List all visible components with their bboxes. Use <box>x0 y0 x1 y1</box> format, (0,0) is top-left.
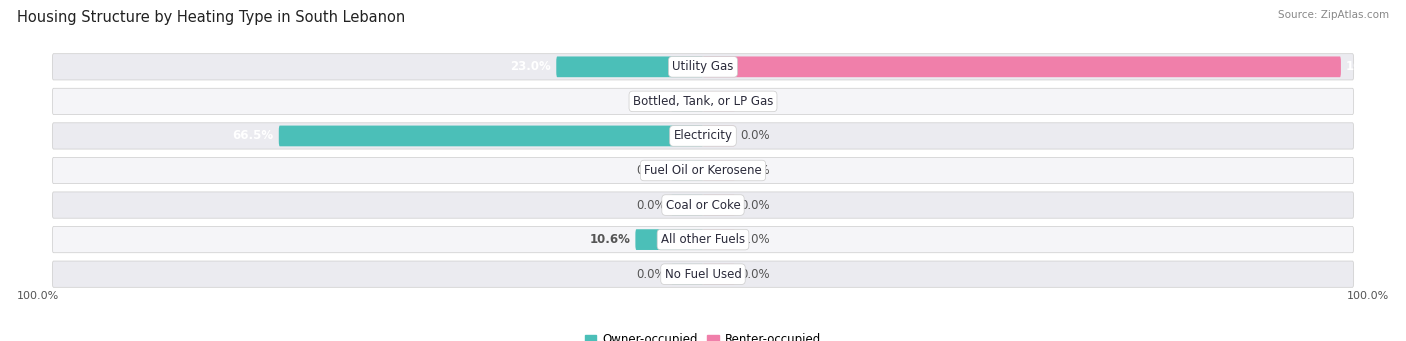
FancyBboxPatch shape <box>703 264 735 284</box>
FancyBboxPatch shape <box>671 91 703 112</box>
FancyBboxPatch shape <box>636 229 703 250</box>
Text: 0.0%: 0.0% <box>637 268 666 281</box>
Text: No Fuel Used: No Fuel Used <box>665 268 741 281</box>
FancyBboxPatch shape <box>52 123 1354 149</box>
Text: 0.0%: 0.0% <box>740 233 769 246</box>
FancyBboxPatch shape <box>52 88 1354 115</box>
Text: 23.0%: 23.0% <box>510 60 551 73</box>
Text: Bottled, Tank, or LP Gas: Bottled, Tank, or LP Gas <box>633 95 773 108</box>
FancyBboxPatch shape <box>52 226 1354 253</box>
FancyBboxPatch shape <box>52 157 1354 184</box>
Text: 0.0%: 0.0% <box>740 198 769 211</box>
Text: Housing Structure by Heating Type in South Lebanon: Housing Structure by Heating Type in Sou… <box>17 10 405 25</box>
FancyBboxPatch shape <box>703 91 735 112</box>
Text: 0.0%: 0.0% <box>740 268 769 281</box>
FancyBboxPatch shape <box>52 192 1354 218</box>
Text: 66.5%: 66.5% <box>232 130 274 143</box>
Text: 0.0%: 0.0% <box>740 130 769 143</box>
Text: 100.0%: 100.0% <box>17 291 59 300</box>
FancyBboxPatch shape <box>703 125 735 146</box>
Text: 0.0%: 0.0% <box>637 198 666 211</box>
FancyBboxPatch shape <box>703 57 1341 77</box>
Legend: Owner-occupied, Renter-occupied: Owner-occupied, Renter-occupied <box>579 329 827 341</box>
Text: 0.0%: 0.0% <box>740 164 769 177</box>
Text: 0.0%: 0.0% <box>740 95 769 108</box>
FancyBboxPatch shape <box>557 57 703 77</box>
FancyBboxPatch shape <box>703 195 735 216</box>
Text: Electricity: Electricity <box>673 130 733 143</box>
Text: Source: ZipAtlas.com: Source: ZipAtlas.com <box>1278 10 1389 20</box>
Text: Utility Gas: Utility Gas <box>672 60 734 73</box>
FancyBboxPatch shape <box>52 261 1354 287</box>
FancyBboxPatch shape <box>671 160 703 181</box>
Text: 100.0%: 100.0% <box>1346 60 1395 73</box>
Text: Fuel Oil or Kerosene: Fuel Oil or Kerosene <box>644 164 762 177</box>
Text: Coal or Coke: Coal or Coke <box>665 198 741 211</box>
Text: 10.6%: 10.6% <box>589 233 630 246</box>
FancyBboxPatch shape <box>671 195 703 216</box>
FancyBboxPatch shape <box>671 264 703 284</box>
Text: 100.0%: 100.0% <box>1347 291 1389 300</box>
Text: 0.0%: 0.0% <box>637 95 666 108</box>
FancyBboxPatch shape <box>703 160 735 181</box>
Text: All other Fuels: All other Fuels <box>661 233 745 246</box>
FancyBboxPatch shape <box>703 229 735 250</box>
Text: 0.0%: 0.0% <box>637 164 666 177</box>
FancyBboxPatch shape <box>52 54 1354 80</box>
FancyBboxPatch shape <box>278 125 703 146</box>
